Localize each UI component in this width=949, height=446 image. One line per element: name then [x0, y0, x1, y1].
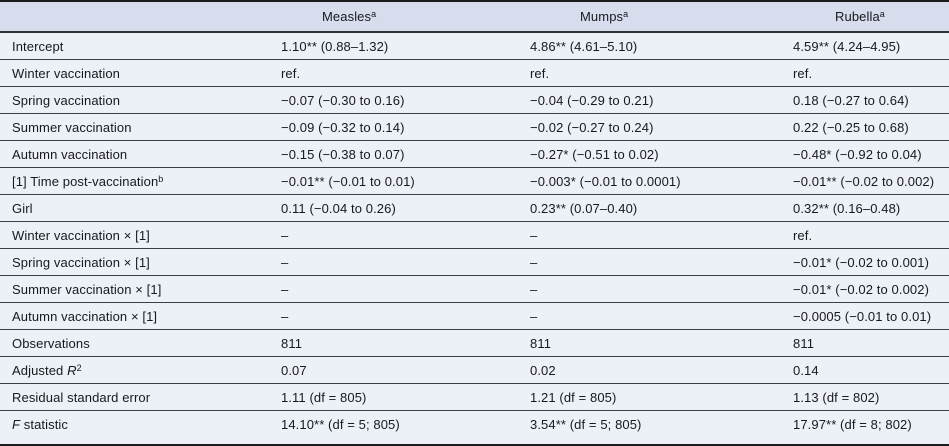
- row-label: [1] Time post-vaccinationb: [12, 173, 164, 189]
- cell-mumps: –: [530, 254, 538, 270]
- cell-mumps: −0.04 (−0.29 to 0.21): [530, 92, 654, 108]
- cell-mumps: −0.27* (−0.51 to 0.02): [530, 146, 659, 162]
- cell-rubella: 0.14: [793, 362, 819, 378]
- cell-rubella: 1.13 (df = 802): [793, 389, 880, 405]
- row-label: Winter vaccination × [1]: [12, 227, 150, 243]
- column-header-rubella: Rubellaa: [793, 2, 949, 32]
- cell-measles: –: [281, 227, 289, 243]
- footnote-marker: a: [371, 9, 377, 19]
- row-label: Residual standard error: [12, 389, 151, 405]
- table-row-summer-x-time: Summer vaccination × [1] – – −0.01* (−0.…: [0, 275, 949, 303]
- cell-measles: −0.01** (−0.01 to 0.01): [281, 173, 415, 189]
- table-row-spring-x-time: Spring vaccination × [1] – – −0.01* (−0.…: [0, 248, 949, 276]
- column-header-label: Rubella: [835, 9, 880, 24]
- cell-measles: 1.10** (0.88–1.32): [281, 38, 389, 54]
- cell-rubella: 4.59** (4.24–4.95): [793, 38, 901, 54]
- cell-mumps: −0.02 (−0.27 to 0.24): [530, 119, 654, 135]
- cell-measles: –: [281, 254, 289, 270]
- row-label: Girl: [12, 200, 33, 216]
- cell-rubella: −0.01* (−0.02 to 0.001): [793, 254, 930, 270]
- cell-mumps: –: [530, 308, 538, 324]
- cell-rubella: 811: [793, 335, 815, 351]
- cell-measles: –: [281, 281, 289, 297]
- column-header-empty: [0, 2, 281, 32]
- cell-rubella: 0.32** (0.16–0.48): [793, 200, 901, 216]
- superscript: 2: [76, 362, 82, 373]
- cell-rubella: ref.: [793, 227, 813, 243]
- cell-mumps: 811: [530, 335, 552, 351]
- row-label: Summer vaccination: [12, 119, 132, 135]
- cell-mumps: ref.: [530, 65, 550, 81]
- cell-mumps: 0.23** (0.07–0.40): [530, 200, 638, 216]
- cell-measles: 0.07: [281, 362, 307, 378]
- table-row-time-post-vaccination: [1] Time post-vaccinationb −0.01** (−0.0…: [0, 167, 949, 195]
- header-row: Measlesa Mumpsa Rubellaa: [0, 2, 949, 32]
- table-row-adjusted-r2: Adjusted R2 0.07 0.02 0.14: [0, 356, 949, 384]
- cell-measles: −0.15 (−0.38 to 0.07): [281, 146, 405, 162]
- cell-mumps: 0.02: [530, 362, 556, 378]
- cell-measles: 0.11 (−0.04 to 0.26): [281, 200, 396, 216]
- table-row-summer-vaccination: Summer vaccination −0.09 (−0.32 to 0.14)…: [0, 113, 949, 141]
- cell-rubella: −0.48* (−0.92 to 0.04): [793, 146, 922, 162]
- row-label: Summer vaccination × [1]: [12, 281, 162, 297]
- table-row-autumn-x-time: Autumn vaccination × [1] – – −0.0005 (−0…: [0, 302, 949, 330]
- table-row-spring-vaccination: Spring vaccination −0.07 (−0.30 to 0.16)…: [0, 86, 949, 114]
- cell-mumps: –: [530, 227, 538, 243]
- cell-measles: –: [281, 308, 289, 324]
- column-header-mumps: Mumpsa: [530, 2, 793, 32]
- table-row-winter-x-time: Winter vaccination × [1] – – ref.: [0, 221, 949, 249]
- row-label: Winter vaccination: [12, 65, 121, 81]
- column-header-label: Measles: [322, 9, 372, 24]
- row-label: Spring vaccination: [12, 92, 121, 108]
- row-label: Autumn vaccination × [1]: [12, 308, 158, 324]
- cell-measles: 811: [281, 335, 303, 351]
- row-label: Autumn vaccination: [12, 146, 128, 162]
- table-row-winter-vaccination: Winter vaccination ref. ref. ref.: [0, 59, 949, 87]
- cell-measles: 1.11 (df = 805): [281, 389, 367, 405]
- table-row-observations: Observations 811 811 811: [0, 329, 949, 357]
- cell-mumps: –: [530, 281, 538, 297]
- table-row-f-statistic: F statistic 14.10** (df = 5; 805) 3.54**…: [0, 410, 949, 437]
- footnote-marker: a: [623, 9, 629, 19]
- table-row-autumn-vaccination: Autumn vaccination −0.15 (−0.38 to 0.07)…: [0, 140, 949, 168]
- cell-rubella: −0.0005 (−0.01 to 0.01): [793, 308, 932, 324]
- cell-mumps: −0.003* (−0.01 to 0.0001): [530, 173, 681, 189]
- cell-mumps: 3.54** (df = 5; 805): [530, 416, 642, 432]
- column-header-label: Mumps: [580, 9, 624, 24]
- cell-mumps: 1.21 (df = 805): [530, 389, 617, 405]
- cell-rubella: ref.: [793, 65, 813, 81]
- cell-rubella: 0.18 (−0.27 to 0.64): [793, 92, 909, 108]
- table-row-intercept: Intercept 1.10** (0.88–1.32) 4.86** (4.6…: [0, 32, 949, 60]
- cell-rubella: 0.22 (−0.25 to 0.68): [793, 119, 909, 135]
- row-label: Spring vaccination × [1]: [12, 254, 150, 270]
- row-label: F statistic: [12, 416, 69, 432]
- table-row-residual-standard-error: Residual standard error 1.11 (df = 805) …: [0, 383, 949, 411]
- cell-measles: 14.10** (df = 5; 805): [281, 416, 400, 432]
- cell-mumps: 4.86** (4.61–5.10): [530, 38, 638, 54]
- cell-rubella: −0.01* (−0.02 to 0.002): [793, 281, 930, 297]
- cell-measles: ref.: [281, 65, 301, 81]
- cell-rubella: 17.97** (df = 8; 802): [793, 416, 912, 432]
- footnote-marker: a: [879, 9, 885, 19]
- row-label: Intercept: [12, 38, 64, 54]
- cell-rubella: −0.01** (−0.02 to 0.002): [793, 173, 935, 189]
- footnote-marker: b: [158, 173, 164, 184]
- stats-table: Measlesa Mumpsa Rubellaa Intercept 1.10*…: [0, 2, 949, 437]
- cell-measles: −0.09 (−0.32 to 0.14): [281, 119, 405, 135]
- row-label: Adjusted R2: [12, 362, 82, 378]
- row-label: Observations: [12, 335, 90, 351]
- column-header-measles: Measlesa: [281, 2, 530, 32]
- cell-measles: −0.07 (−0.30 to 0.16): [281, 92, 405, 108]
- table-row-girl: Girl 0.11 (−0.04 to 0.26) 0.23** (0.07–0…: [0, 194, 949, 222]
